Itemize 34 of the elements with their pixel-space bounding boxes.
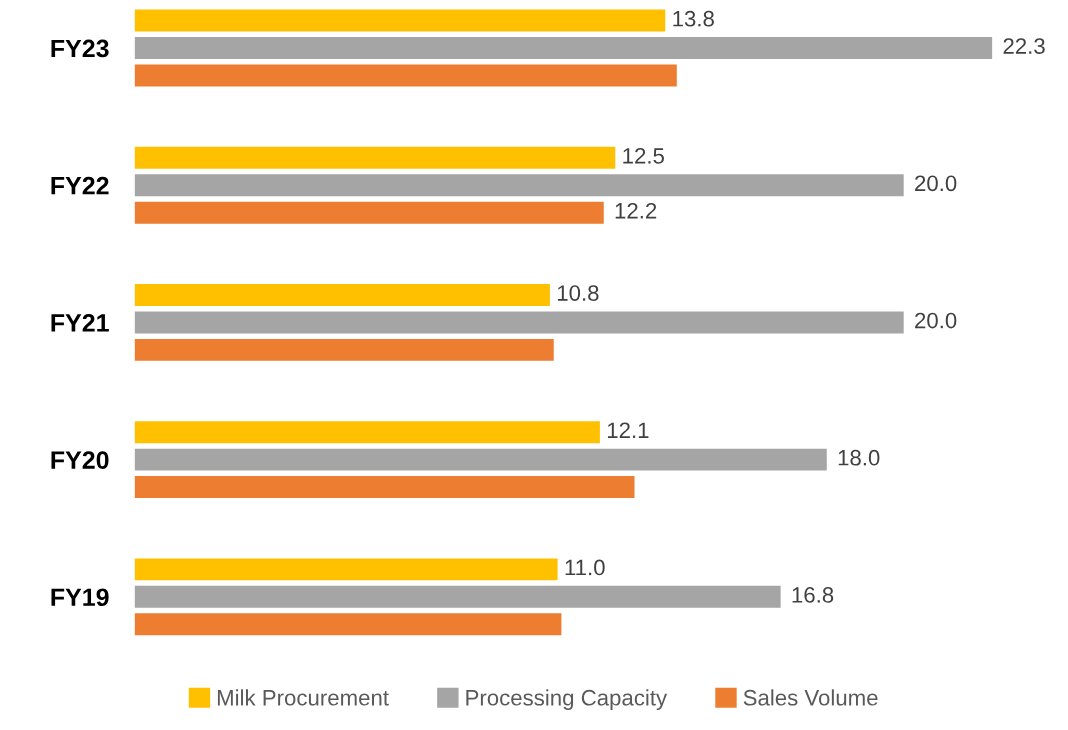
bar xyxy=(134,37,993,59)
data-label: 12.1 xyxy=(607,422,649,438)
data-label: 11.0 xyxy=(565,559,605,576)
y-tick-label: FY21 xyxy=(51,314,109,332)
data-label: 12.5 xyxy=(623,148,664,164)
data-label: 10.8 xyxy=(557,285,599,301)
bar xyxy=(134,9,666,32)
data-label: 20.0 xyxy=(915,312,957,329)
legend-label: Milk Procurement xyxy=(217,689,389,706)
legend-label: Sales Volume xyxy=(743,689,878,706)
bar xyxy=(134,585,781,608)
y-tick-label: FY19 xyxy=(51,588,109,607)
y-tick-label: FY22 xyxy=(51,176,109,195)
data-label: 13.8 xyxy=(673,10,714,27)
bar xyxy=(134,476,635,499)
data-label: 18.0 xyxy=(838,449,880,466)
bar xyxy=(134,421,600,444)
data-label: 22.3 xyxy=(1003,38,1045,54)
bar xyxy=(134,448,827,471)
bar xyxy=(134,174,904,197)
bar xyxy=(134,311,904,334)
y-tick-label: FY23 xyxy=(51,39,109,58)
bar xyxy=(134,613,562,636)
bar xyxy=(134,284,550,306)
y-tick-label: FY20 xyxy=(51,451,109,469)
data-label: 16.8 xyxy=(792,587,834,603)
data-label: 12.2 xyxy=(615,202,657,219)
bar xyxy=(134,338,554,361)
bar xyxy=(134,558,558,581)
bar xyxy=(134,146,616,169)
data-label: 20.0 xyxy=(915,175,957,192)
bar xyxy=(134,201,604,224)
legend-label: Processing Capacity xyxy=(466,689,668,710)
bar xyxy=(134,64,677,87)
